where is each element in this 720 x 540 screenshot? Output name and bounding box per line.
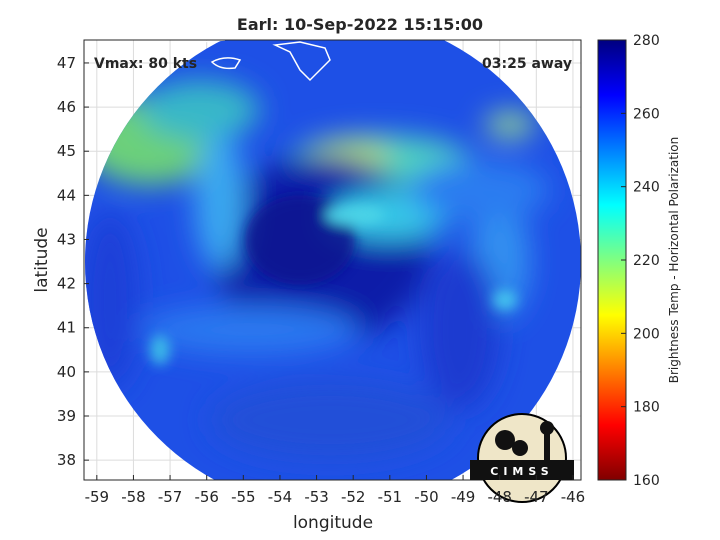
x-tick-label: -54 <box>268 488 293 506</box>
y-tick-label: 42 <box>57 275 76 293</box>
y-tick-label: 44 <box>57 186 76 204</box>
y-tick-label: 46 <box>57 98 76 116</box>
chart-title: Earl: 10-Sep-2022 15:15:00 <box>237 15 483 34</box>
colorbar-tick-label: 240 <box>633 180 660 196</box>
x-tick-label: -55 <box>231 488 256 506</box>
colorbar-tick-label: 180 <box>633 400 660 416</box>
x-tick-label: -58 <box>121 488 146 506</box>
colorbar-tick-label: 280 <box>633 33 660 49</box>
y-tick-label: 47 <box>57 54 76 72</box>
x-tick-label: -51 <box>378 488 403 506</box>
x-tick-label: -47 <box>524 488 549 506</box>
colorbar-tick-label: 220 <box>633 253 660 269</box>
x-tick-label: -50 <box>414 488 439 506</box>
annotation: 03:25 away <box>482 56 572 72</box>
logo-text: CIMSS <box>490 465 553 478</box>
x-tick-label: -53 <box>304 488 329 506</box>
x-tick-label: -56 <box>194 488 219 506</box>
x-tick-label: -46 <box>561 488 586 506</box>
y-tick-label: 45 <box>57 142 76 160</box>
y-tick-label: 41 <box>57 319 76 337</box>
x-tick-label: -57 <box>158 488 183 506</box>
x-tick-label: -59 <box>85 488 110 506</box>
x-axis-label: longitude <box>293 513 373 533</box>
colorbar-tick-label: 200 <box>633 326 660 342</box>
colorbar-tick-label: 160 <box>633 473 660 489</box>
x-tick-label: -52 <box>341 488 366 506</box>
colorbar-tick-label: 260 <box>633 106 660 122</box>
x-tick-label: -49 <box>451 488 476 506</box>
y-tick-label: 43 <box>57 230 76 248</box>
colorbar-label: Brightness Temp - Horizontal Polarizatio… <box>667 137 681 384</box>
y-tick-label: 38 <box>57 451 76 469</box>
annotation: Vmax: 80 kts <box>94 56 197 72</box>
y-axis-label: latitude <box>32 227 52 292</box>
y-tick-label: 39 <box>57 407 76 425</box>
x-tick-label: -48 <box>487 488 512 506</box>
y-tick-label: 40 <box>57 363 76 381</box>
axes-frame <box>83 39 582 481</box>
